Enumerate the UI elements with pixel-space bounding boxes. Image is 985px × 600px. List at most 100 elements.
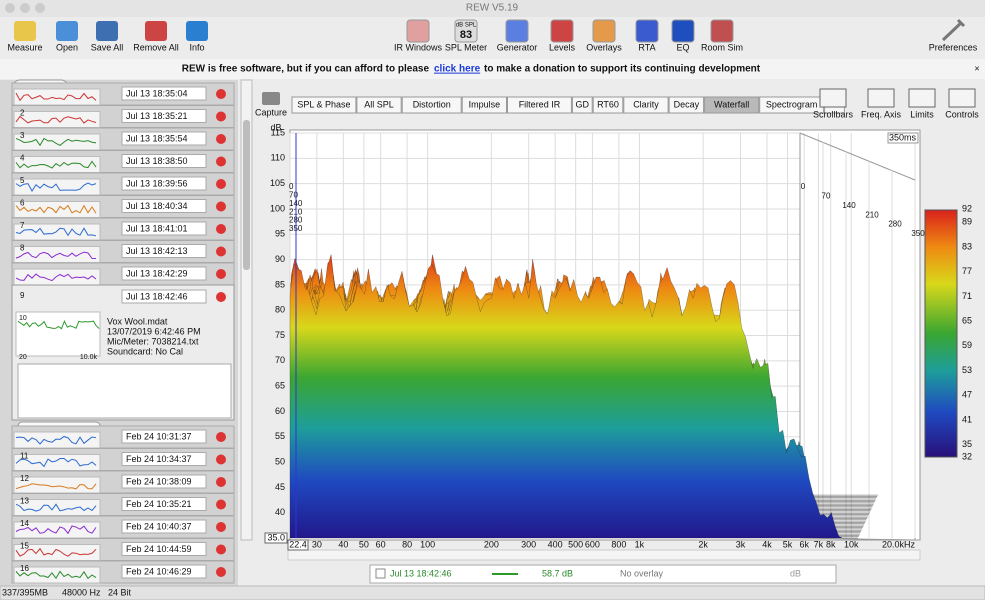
remove-button[interactable] <box>216 89 226 99</box>
date-field <box>121 289 207 304</box>
tab[interactable] <box>623 96 669 114</box>
x-tick-label: 6k <box>799 539 809 549</box>
remove-button[interactable] <box>216 111 226 122</box>
thumbnail-curve <box>15 503 97 512</box>
remove-button[interactable] <box>216 432 226 442</box>
measurement-date: Jul 13 18:42:13 <box>126 246 188 256</box>
colorbar-label: 41 <box>962 414 972 424</box>
tab[interactable] <box>461 96 508 114</box>
measurement-number: 9 <box>20 291 25 300</box>
tab[interactable] <box>291 96 357 114</box>
remove-button[interactable] <box>216 477 226 487</box>
time-tick-label: 210 <box>865 210 879 219</box>
x-tick-label: 200 <box>484 539 499 549</box>
thumbnail-curve <box>15 204 97 214</box>
thumbnail <box>13 566 101 584</box>
tool-label: Preferences <box>929 42 978 52</box>
title-bar <box>0 0 985 17</box>
tab[interactable] <box>571 96 593 114</box>
thumbnail-curve <box>15 483 97 490</box>
tool-icon[interactable] <box>145 21 167 41</box>
remove-button[interactable] <box>216 269 226 279</box>
remove-button[interactable] <box>216 454 226 465</box>
view-tool-icon[interactable] <box>948 88 976 108</box>
tool-icon[interactable] <box>635 19 659 43</box>
tab[interactable] <box>401 96 462 114</box>
time-corner-box <box>887 132 919 144</box>
remove-button[interactable] <box>216 544 226 555</box>
remove-button[interactable] <box>216 134 226 144</box>
date-field <box>121 564 207 579</box>
tool-label: Controls <box>945 109 979 119</box>
x-tick-label: 500 <box>568 539 583 549</box>
x-tick-label: 60 <box>376 539 386 549</box>
notes-box[interactable] <box>17 363 232 419</box>
y-tick-label: 50 <box>275 456 285 466</box>
y-tick-label: 60 <box>275 406 285 416</box>
minimize-button[interactable] <box>20 3 30 13</box>
tool-icon[interactable] <box>505 19 529 43</box>
remove-button[interactable] <box>216 567 226 577</box>
scroll-thumb[interactable] <box>243 120 250 270</box>
tool-icon[interactable] <box>96 21 118 41</box>
colorbar-label: 83 <box>962 241 972 251</box>
tab[interactable] <box>668 96 705 114</box>
tab[interactable] <box>507 96 572 114</box>
tab[interactable] <box>592 96 624 114</box>
view-tool-icon[interactable] <box>819 88 847 108</box>
time-tick-label: 140 <box>842 201 856 210</box>
y-tick-label: 70 <box>275 355 285 365</box>
capture-icon[interactable] <box>262 92 280 105</box>
tool-icon[interactable] <box>592 19 616 43</box>
tab-label: Waterfall <box>714 99 749 109</box>
tool-icon[interactable] <box>671 19 695 43</box>
tool-icon[interactable] <box>710 19 734 43</box>
remove-button[interactable] <box>216 292 226 302</box>
zoom-button[interactable] <box>35 3 45 13</box>
tool-icon[interactable] <box>406 19 430 43</box>
h-scrollbar[interactable] <box>287 549 921 561</box>
time-tick-label: 280 <box>888 220 902 229</box>
tool-icon[interactable] <box>14 21 36 41</box>
x-tick-label: 40 <box>338 539 348 549</box>
measurement-number: 6 <box>20 199 25 208</box>
x-tick-label: 10k <box>844 539 859 549</box>
x-tick-label: 8k <box>826 539 836 549</box>
measurement-date: Jul 13 18:35:54 <box>126 133 188 143</box>
banner-text: REW is free software, but if you can aff… <box>182 64 430 75</box>
view-tool-icon[interactable] <box>908 88 936 108</box>
remove-button[interactable] <box>216 499 226 510</box>
thumbnail-curve <box>15 137 97 147</box>
sidebar-scrollbar[interactable] <box>240 79 253 541</box>
banner-link[interactable]: click here <box>434 64 481 75</box>
view-tool-icon[interactable] <box>867 88 895 108</box>
remove-button[interactable] <box>216 224 226 234</box>
thumbnail-curve <box>15 273 97 282</box>
thumbnail <box>13 201 101 218</box>
banner-close[interactable]: × <box>974 63 979 73</box>
x-tick-label: 3k <box>736 539 746 549</box>
date-field <box>121 221 207 236</box>
remove-button[interactable] <box>216 179 226 189</box>
thumbnail-curve <box>15 92 97 102</box>
thumbnail-curve <box>15 435 97 445</box>
close-button[interactable] <box>5 3 15 13</box>
remove-button[interactable] <box>216 246 226 257</box>
date-field <box>121 474 207 489</box>
tab[interactable] <box>704 96 760 114</box>
remove-button[interactable] <box>216 522 226 532</box>
tool-icon[interactable] <box>56 21 78 41</box>
tool-icon[interactable] <box>186 21 208 41</box>
colorbar-label: 53 <box>962 365 972 375</box>
wrench-icon[interactable] <box>941 18 966 42</box>
y-tick-label: 100 <box>270 203 285 213</box>
axis-box <box>264 532 288 544</box>
tab[interactable] <box>356 96 402 114</box>
legend-check[interactable] <box>375 568 386 579</box>
measurement-info: Mic/Meter: 7038214.txt <box>107 336 199 346</box>
remove-button[interactable] <box>216 201 226 212</box>
measurement-number: 15 <box>20 542 29 551</box>
tool-icon[interactable] <box>454 19 478 43</box>
remove-button[interactable] <box>216 156 226 167</box>
tool-icon[interactable] <box>550 19 574 43</box>
